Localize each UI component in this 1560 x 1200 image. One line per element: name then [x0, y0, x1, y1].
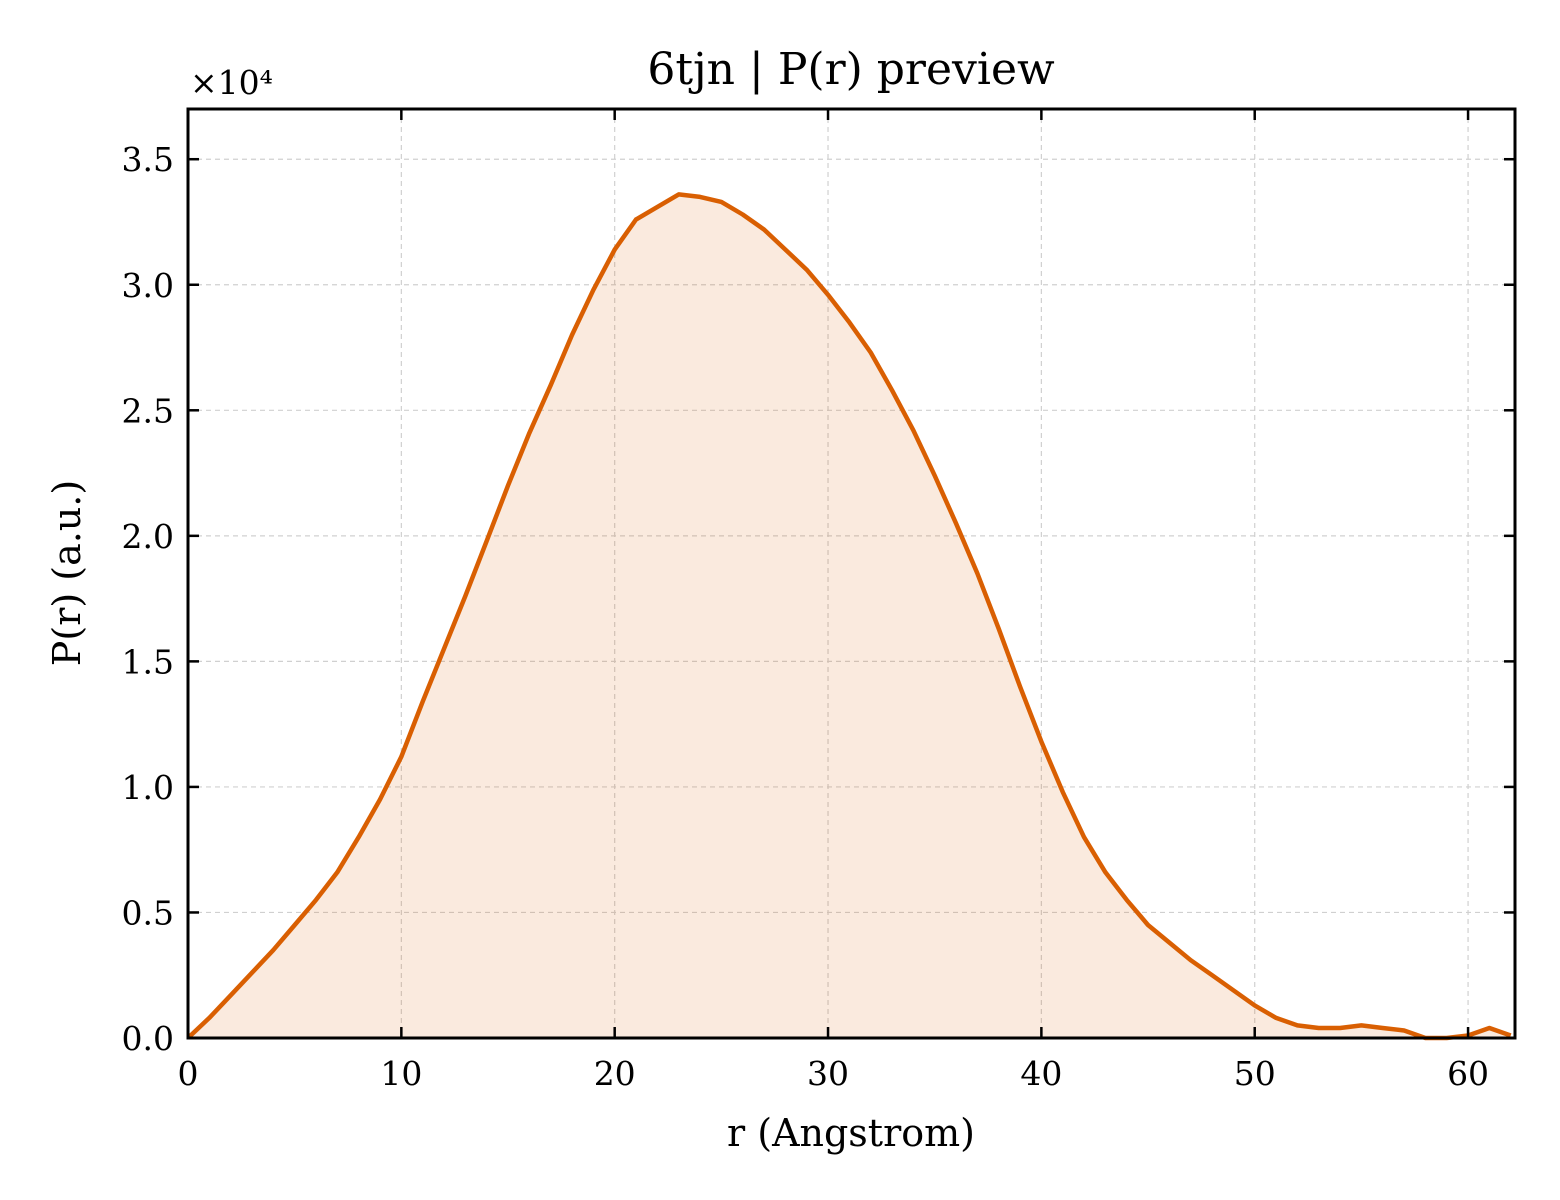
y-tick-label: 2.5 — [122, 391, 174, 430]
grid — [188, 109, 1515, 1038]
x-tick-label: 40 — [1020, 1054, 1062, 1093]
y-tick-label: 2.0 — [122, 517, 174, 556]
y-tick-label: 3.0 — [122, 266, 174, 305]
x-tick-label: 30 — [807, 1054, 849, 1093]
y-tick-label: 3.5 — [122, 140, 174, 179]
y-tick-label: 0.0 — [122, 1019, 174, 1058]
y-tick-label: 1.0 — [122, 768, 174, 807]
area-fill — [188, 194, 1511, 1038]
y-offset-label: ×10⁴ — [190, 63, 273, 102]
x-axis-ticks: 0 10 20 30 40 50 60 — [178, 109, 1489, 1093]
x-tick-label: 10 — [380, 1054, 422, 1093]
x-tick-label: 20 — [594, 1054, 636, 1093]
series-line — [186, 192, 1512, 1041]
x-axis-label: r (Angstrom) — [727, 1111, 975, 1155]
plot-frame — [186, 107, 1517, 1040]
x-tick-label: 0 — [178, 1054, 199, 1093]
y-axis-ticks: 0.0 0.5 1.0 1.5 2.0 2.5 3.0 3.5 — [122, 140, 1515, 1058]
y-axis-label: P(r) (a.u.) — [45, 480, 89, 666]
chart-title: 6tjn | P(r) preview — [647, 44, 1055, 95]
x-tick-label: 60 — [1447, 1054, 1489, 1093]
y-tick-label: 0.5 — [122, 893, 174, 932]
x-tick-label: 50 — [1234, 1054, 1276, 1093]
y-tick-label: 1.5 — [122, 642, 174, 681]
